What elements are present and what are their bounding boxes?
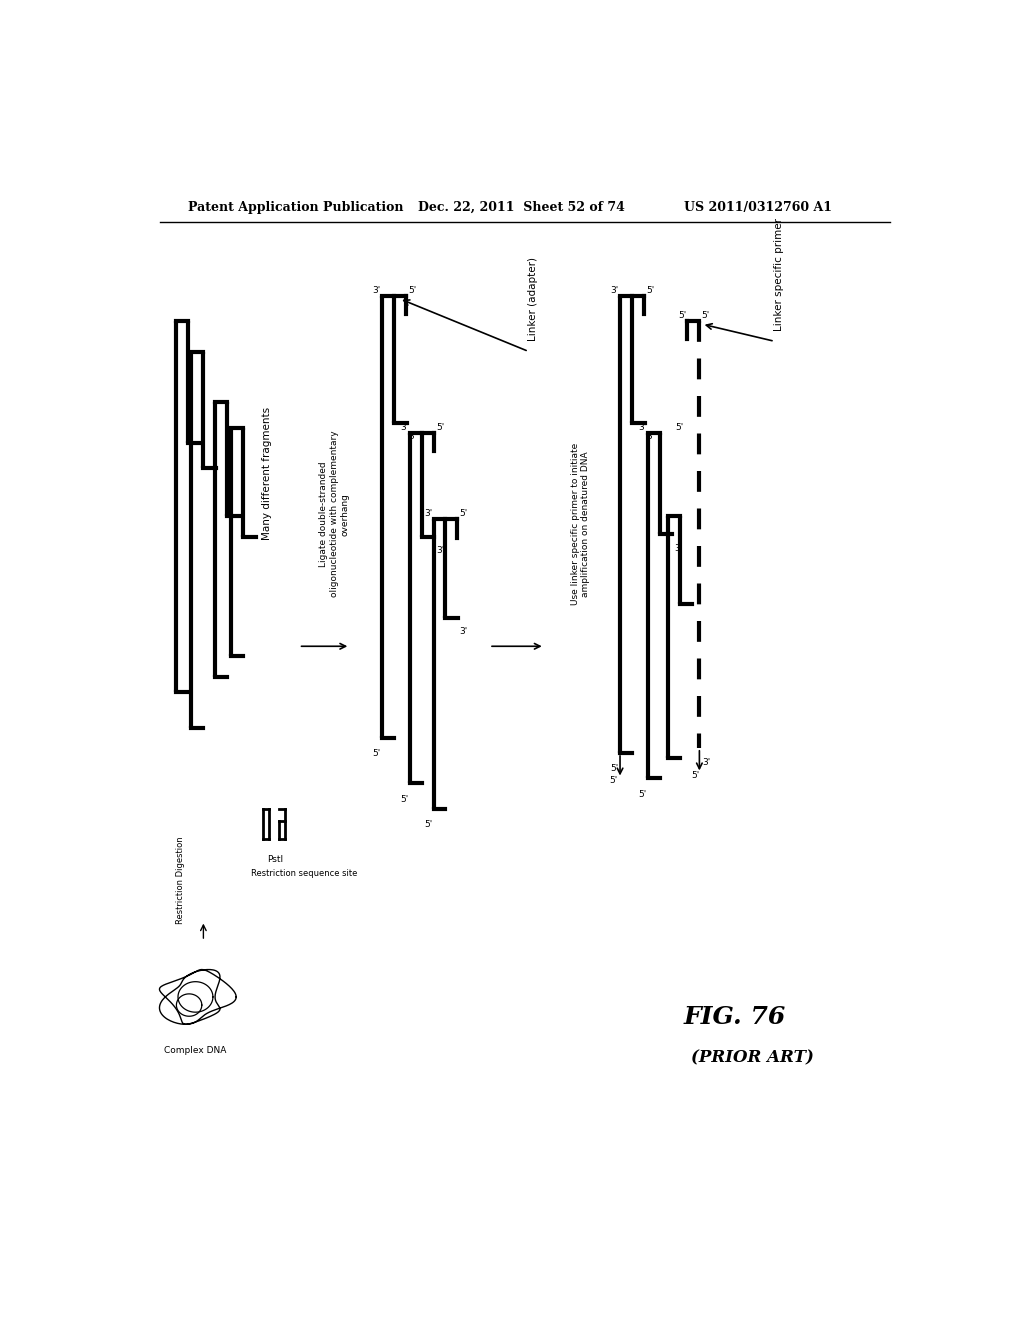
Text: Ligate double-stranded
oligonucleotide with complementary
overhang: Ligate double-stranded oligonucleotide w… [319,430,349,598]
Text: 5': 5' [638,789,646,799]
Text: Complex DNA: Complex DNA [164,1045,226,1055]
Text: 3': 3' [373,285,381,294]
Text: Many different fragments: Many different fragments [262,407,272,540]
Text: 3': 3' [646,432,654,441]
Text: 3': 3' [409,432,417,441]
Text: 5': 5' [424,820,432,829]
Text: 5': 5' [373,748,381,758]
Text: Dec. 22, 2011  Sheet 52 of 74: Dec. 22, 2011 Sheet 52 of 74 [418,201,625,214]
Text: Linker specific primer: Linker specific primer [774,218,783,331]
Text: 3': 3' [674,544,682,553]
Text: US 2011/0312760 A1: US 2011/0312760 A1 [684,201,831,214]
Text: 3': 3' [400,422,409,432]
Text: Patent Application Publication: Patent Application Publication [187,201,403,214]
Text: 5': 5' [400,795,409,804]
Text: Use linker specific primer to initiate
amplification on denatured DNA: Use linker specific primer to initiate a… [570,444,590,606]
Text: Restriction Digestion: Restriction Digestion [176,837,184,924]
Text: 3': 3' [460,627,468,636]
Text: 3': 3' [638,422,646,432]
Text: 5': 5' [460,510,468,519]
Text: 5': 5' [610,764,618,774]
Text: 5': 5' [691,771,699,780]
Text: Linker (adapter): Linker (adapter) [527,257,538,342]
Text: 5': 5' [436,422,444,432]
Text: PstI: PstI [267,855,283,865]
Text: 3': 3' [436,545,444,554]
Text: 5': 5' [675,422,683,432]
Text: 5': 5' [409,285,417,294]
Text: 3': 3' [702,758,711,767]
Text: 5': 5' [609,776,617,785]
Text: 3': 3' [424,510,432,519]
Text: Restriction sequence site: Restriction sequence site [251,870,357,878]
Text: 5': 5' [646,285,654,294]
Text: FIG. 76: FIG. 76 [684,1006,785,1030]
Text: 5': 5' [678,312,686,319]
Text: 3': 3' [610,285,618,294]
Text: 5': 5' [701,312,710,319]
Text: (PRIOR ART): (PRIOR ART) [691,1049,814,1067]
